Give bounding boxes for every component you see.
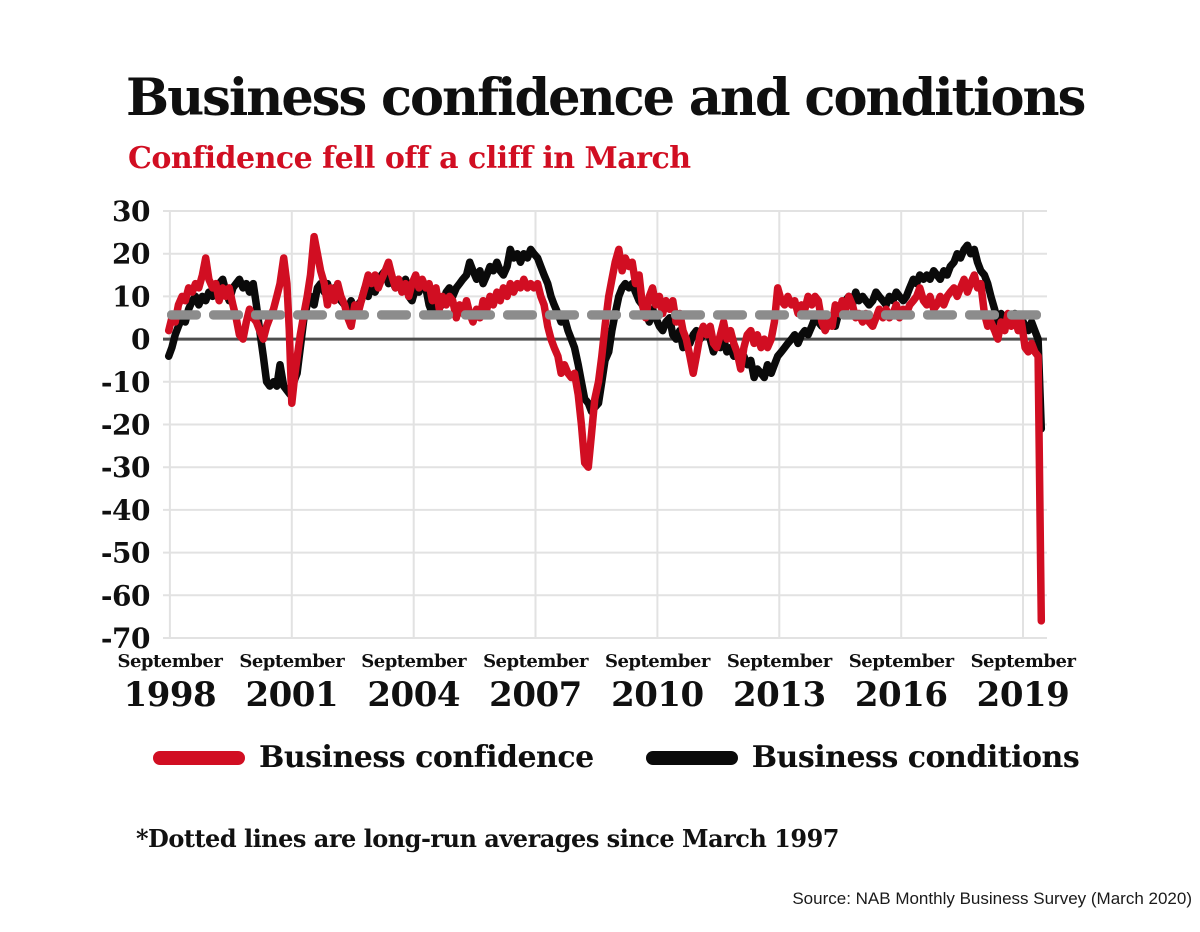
x-tick-month-label: September bbox=[605, 651, 711, 672]
y-tick-label: -30 bbox=[101, 451, 150, 484]
footnote: *Dotted lines are long-run averages sinc… bbox=[136, 824, 839, 853]
line-chart: 3020100-10-20-30-40-50-60-70September199… bbox=[101, 195, 1077, 715]
x-tick-month-label: September bbox=[727, 651, 833, 672]
legend-label-conditions: Business conditions bbox=[751, 740, 1080, 775]
x-tick-year-label: 2016 bbox=[855, 675, 948, 715]
y-tick-label: 0 bbox=[131, 323, 150, 356]
y-tick-label: 20 bbox=[112, 238, 150, 271]
x-tick-month-label: September bbox=[971, 651, 1077, 672]
x-tick-month-label: September bbox=[239, 651, 345, 672]
x-tick-year-label: 2007 bbox=[489, 675, 582, 715]
y-tick-label: -70 bbox=[101, 622, 150, 655]
x-tick-year-label: 2013 bbox=[733, 675, 826, 715]
source-attribution: Source: NAB Monthly Business Survey (Mar… bbox=[792, 889, 1192, 908]
legend-label-confidence: Business confidence bbox=[259, 740, 594, 775]
y-tick-label: 30 bbox=[112, 195, 150, 228]
x-tick-year-label: 1998 bbox=[124, 675, 217, 715]
confidence-line-swatch bbox=[153, 750, 245, 765]
x-tick-month-label: September bbox=[849, 651, 955, 672]
y-tick-label: -60 bbox=[101, 579, 150, 612]
x-tick-month-label: September bbox=[361, 651, 467, 672]
x-tick-year-label: 2019 bbox=[977, 675, 1070, 715]
series-confidence-line bbox=[164, 232, 1046, 625]
x-tick-year-label: 2001 bbox=[245, 675, 338, 715]
legend: Business confidence Business conditions bbox=[153, 740, 1080, 775]
x-tick-year-label: 2004 bbox=[367, 675, 460, 715]
page-subtitle: Confidence fell off a cliff in March bbox=[128, 140, 691, 176]
y-tick-label: -50 bbox=[101, 537, 150, 570]
x-tick-month-label: September bbox=[117, 651, 223, 672]
y-tick-label: -10 bbox=[101, 366, 150, 399]
page-title: Business confidence and conditions bbox=[126, 68, 1086, 129]
y-tick-label: -20 bbox=[101, 409, 150, 442]
legend-item-confidence: Business confidence bbox=[153, 740, 594, 775]
x-tick-year-label: 2010 bbox=[611, 675, 704, 715]
conditions-line-swatch bbox=[645, 750, 738, 765]
x-tick-month-label: September bbox=[483, 651, 589, 672]
y-tick-label: 10 bbox=[112, 280, 150, 313]
legend-item-conditions: Business conditions bbox=[645, 740, 1080, 775]
y-tick-label: -40 bbox=[101, 494, 150, 527]
